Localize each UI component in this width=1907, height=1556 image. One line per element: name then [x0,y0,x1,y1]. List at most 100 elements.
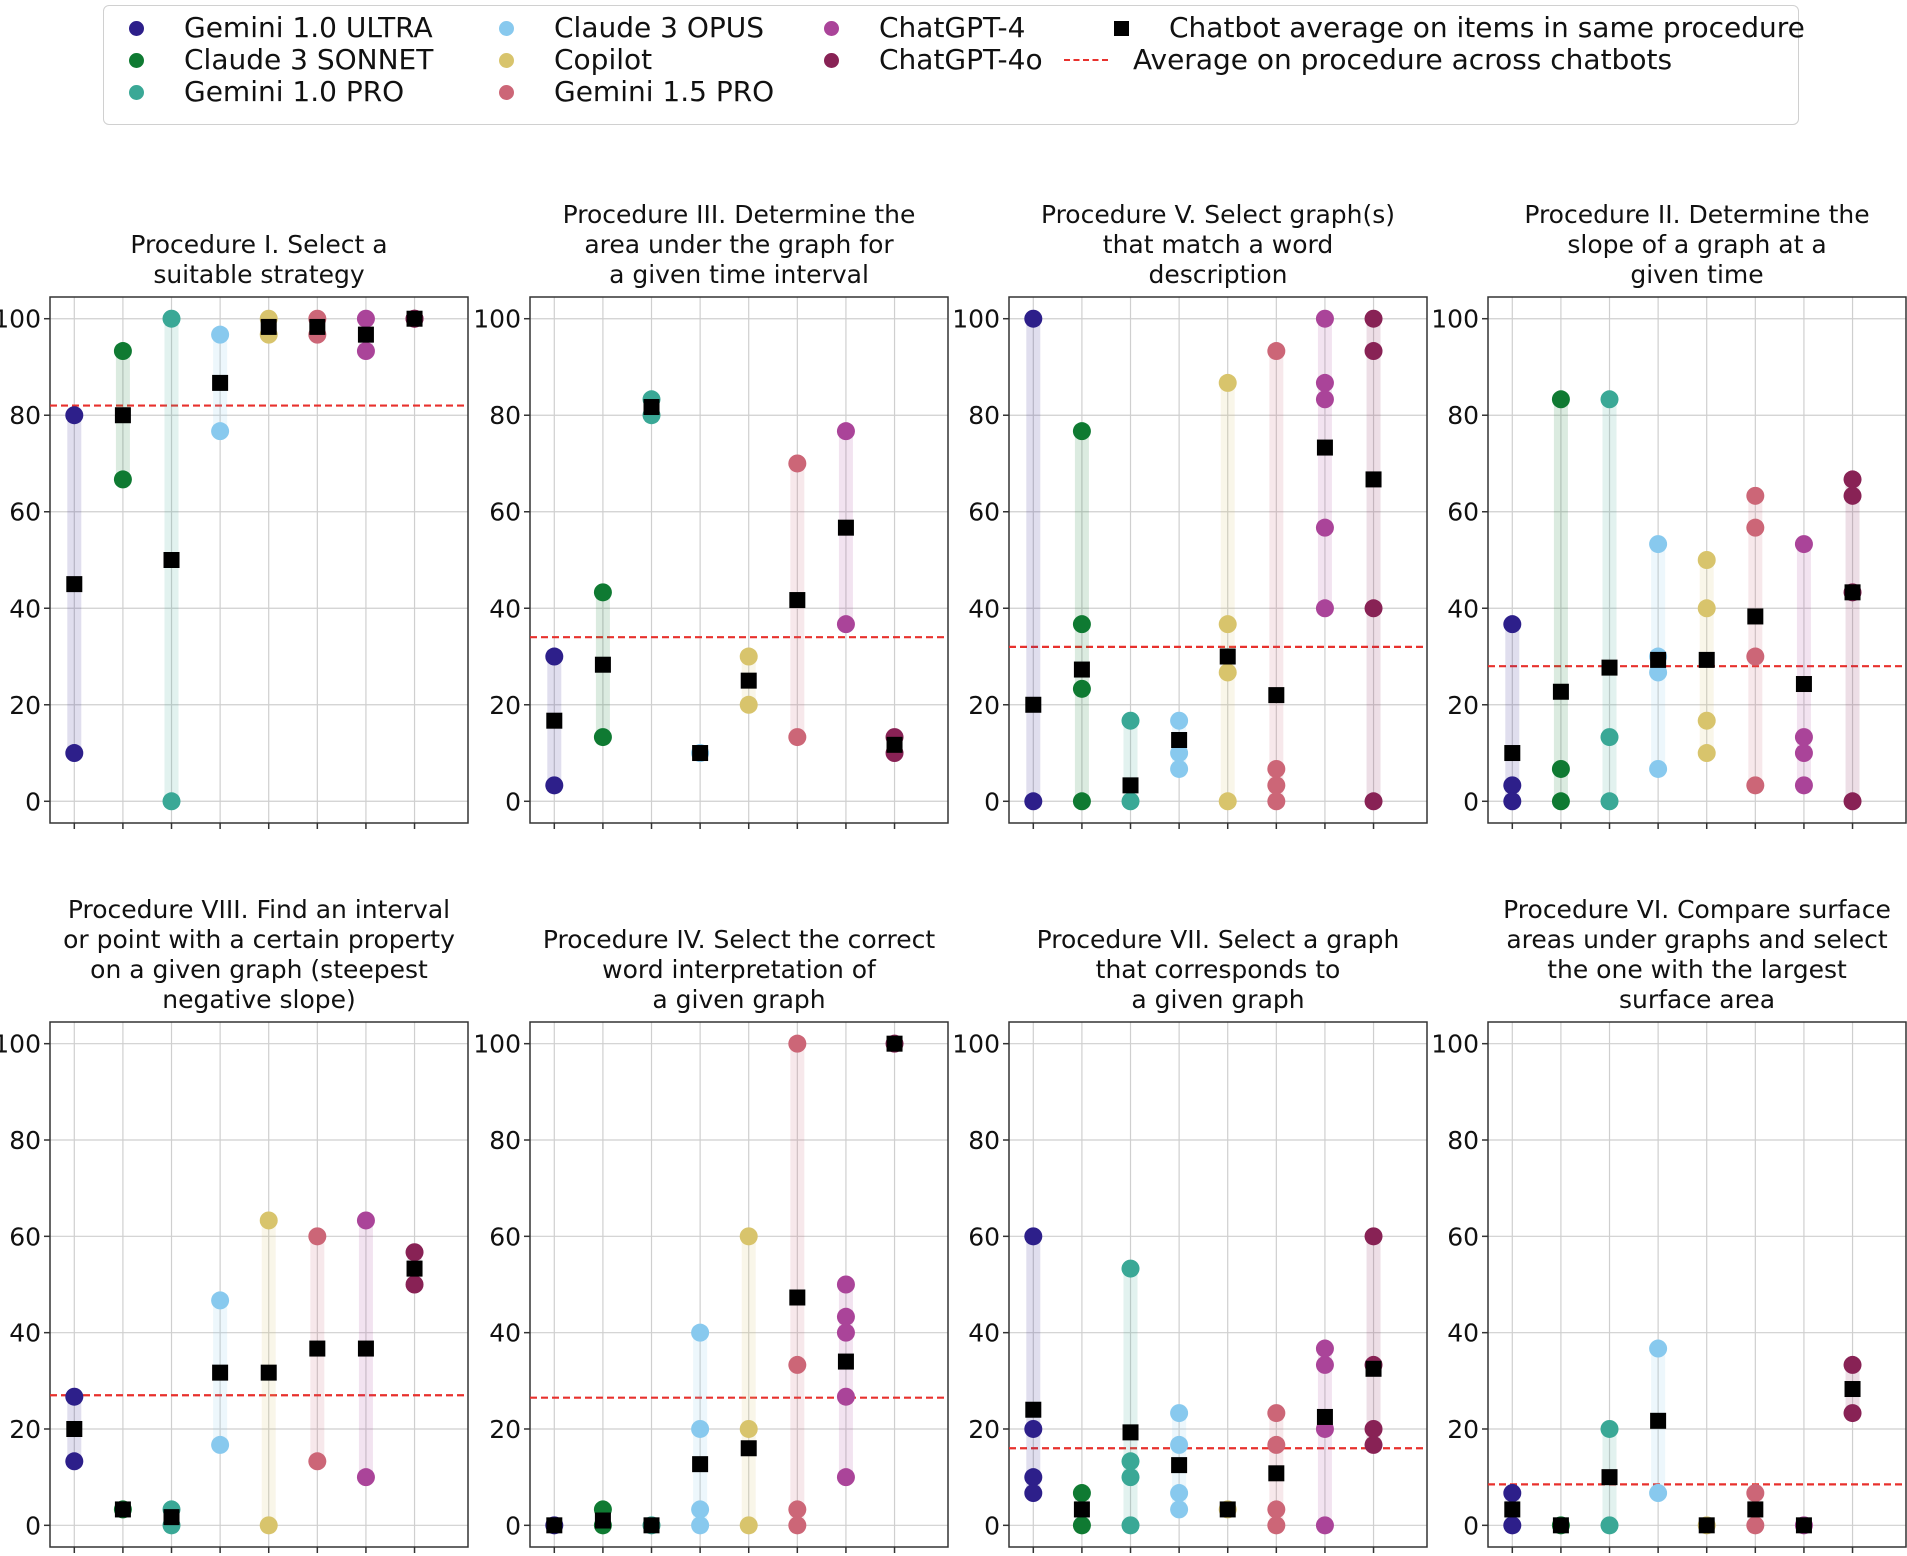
average-marker [546,1517,563,1534]
y-tick-label: 40 [489,1319,521,1348]
data-point [1315,518,1334,537]
chart-title-line: slope of a graph at a [1567,230,1826,259]
data-point [1600,728,1619,747]
data-point [1267,759,1286,778]
y-tick-label: 60 [489,1222,521,1251]
data-point [259,1211,278,1230]
average-marker [1552,683,1569,700]
average-marker [1219,1501,1236,1518]
y-tick-label: 100 [0,305,41,334]
data-point [1551,759,1570,778]
legend-label: Gemini 1.0 PRO [184,75,405,108]
data-point [405,1243,424,1262]
data-point [65,406,84,425]
data-point [1503,1516,1522,1535]
average-marker [1795,676,1812,693]
plot-frame [529,296,949,824]
average-marker [66,1420,83,1437]
data-point [405,1275,424,1294]
data-point [1843,1355,1862,1374]
data-point [739,1516,758,1535]
average-marker [1795,1517,1812,1534]
average-marker [260,318,277,335]
data-point [1267,1516,1286,1535]
y-tick-label: 20 [1447,1415,1479,1444]
average-marker [1171,1457,1188,1474]
data-point [1364,599,1383,618]
average-marker [1601,659,1618,676]
range-band [1602,399,1617,802]
legend-item-gemini-1-0-pro: Gemini 1.0 PRO [129,77,404,107]
legend-item-chatbot-average: Chatbot average on items in same procedu… [1114,13,1805,43]
chart-title-line: description [1148,260,1287,289]
legend-marker [499,84,514,100]
plot-frame [1008,296,1428,824]
data-point [1600,1419,1619,1438]
data-point [545,776,564,795]
average-marker [1073,661,1090,678]
average-marker [1698,651,1715,668]
data-point [1503,776,1522,795]
chart-title-line: Procedure III. Determine the [563,200,916,229]
data-point [1121,711,1140,730]
average-marker [692,1456,709,1473]
data-point [1315,599,1334,618]
y-tick-label: 40 [968,594,1000,623]
average-marker [886,1035,903,1052]
y-tick-label: 40 [9,594,41,623]
y-tick-label: 100 [473,305,521,334]
y-tick-label: 100 [952,305,1000,334]
average-marker [1122,1424,1139,1441]
range-band [741,1236,756,1526]
range-band [1026,318,1041,802]
data-point [1024,1468,1043,1487]
legend-item-procedure-average: Average on procedure across chatbots [1064,45,1672,75]
legend-item-claude-3-sonnet: Claude 3 SONNET [129,45,433,75]
data-point [1649,663,1668,682]
data-point [1649,535,1668,554]
data-point [836,1275,855,1294]
average-marker [357,1340,374,1357]
data-point [1364,1227,1383,1246]
plot-frame [529,1021,949,1548]
y-tick-label: 0 [25,1511,41,1540]
range-band [790,1043,805,1526]
data-point [836,1468,855,1487]
average-marker [1365,1360,1382,1377]
data-point [162,309,181,328]
data-point [1364,792,1383,811]
chart-title-line: a given graph [1131,985,1304,1014]
plot-frame [1008,1021,1428,1548]
data-point [1072,1516,1091,1535]
data-point [1072,792,1091,811]
legend-marker [824,52,839,68]
data-point [1170,711,1189,730]
data-point [1024,1227,1043,1246]
y-tick-label: 20 [968,1415,1000,1444]
data-point [1364,1435,1383,1454]
y-tick-label: 20 [489,1415,521,1444]
data-point [65,1452,84,1471]
data-point [308,1452,327,1471]
data-point [1503,1484,1522,1503]
data-point [1746,518,1765,537]
average-marker [594,1512,611,1529]
legend-label: Gemini 1.0 ULTRA [184,11,433,44]
chart-title-line: surface area [1619,985,1775,1014]
chart-title-line: on a given graph (steepest [90,955,428,984]
data-point [1170,759,1189,778]
data-point [788,728,807,747]
data-point [1600,792,1619,811]
data-point [1794,728,1813,747]
data-point [1072,422,1091,441]
data-point [1697,744,1716,763]
plot-frame [1487,1021,1907,1548]
y-tick-label: 0 [505,787,521,816]
y-tick-label: 40 [489,594,521,623]
data-point [1551,390,1570,409]
legend-marker [824,20,839,36]
y-tick-label: 100 [0,1030,41,1059]
average-marker [212,1364,229,1381]
data-point [1649,759,1668,778]
